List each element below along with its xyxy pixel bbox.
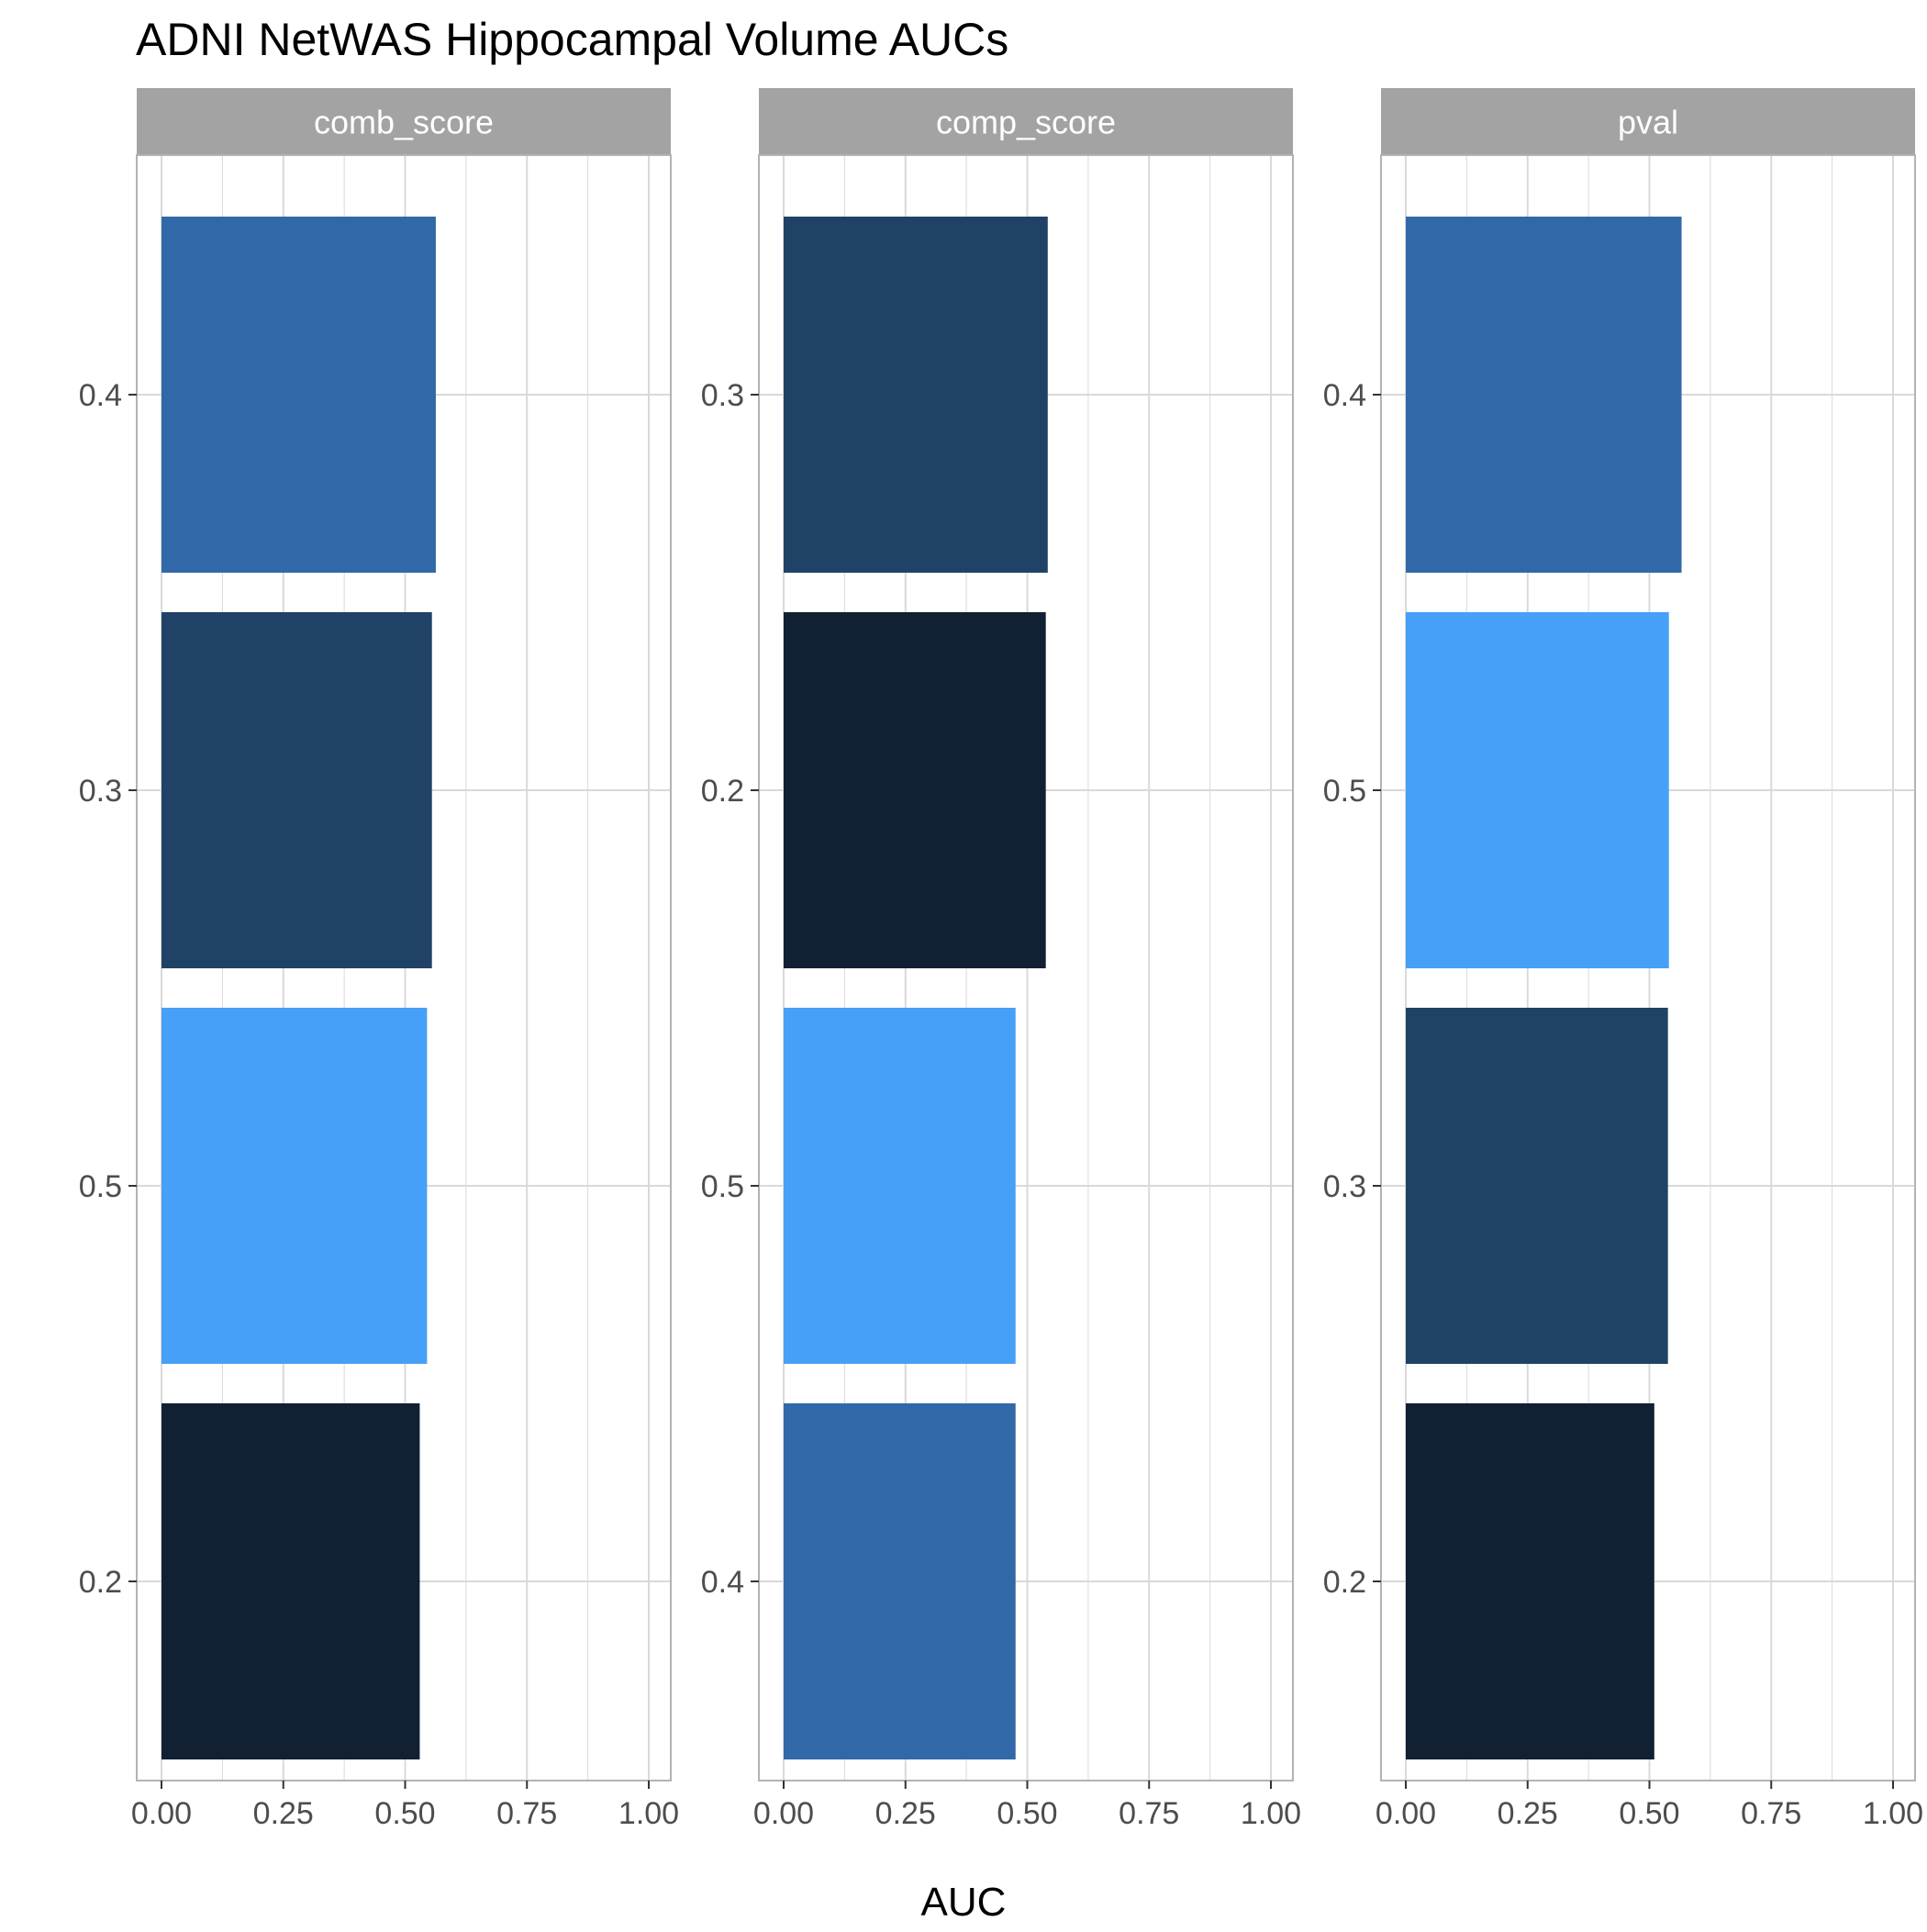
x-tick-label: 0.50 <box>997 1796 1057 1831</box>
y-tick-label: 0.3 <box>79 774 122 809</box>
bar <box>784 217 1048 573</box>
bar <box>162 1403 420 1759</box>
panel-border <box>1380 154 1916 1781</box>
y-tick-label: 0.2 <box>701 774 744 809</box>
x-tick-label: 0.00 <box>131 1796 192 1831</box>
y-tick-label: 0.5 <box>701 1169 744 1204</box>
bar <box>784 612 1046 968</box>
facet-label: comp_score <box>936 104 1116 141</box>
x-tick-label: 0.00 <box>1376 1796 1436 1831</box>
x-tick-label: 1.00 <box>1863 1796 1923 1831</box>
x-tick-label: 0.75 <box>1741 1796 1801 1831</box>
x-tick-label: 1.00 <box>1241 1796 1301 1831</box>
facet-label: comb_score <box>314 104 494 141</box>
x-axis-title: AUC <box>920 1880 1007 1925</box>
x-tick-label: 0.75 <box>496 1796 557 1831</box>
x-tick-label: 0.50 <box>374 1796 435 1831</box>
x-tick-label: 0.00 <box>753 1796 814 1831</box>
y-tick-label: 0.3 <box>1323 1169 1366 1204</box>
bar <box>1406 217 1682 573</box>
facet-label: pval <box>1618 104 1678 141</box>
x-tick-label: 0.50 <box>1619 1796 1679 1831</box>
facet-strip <box>1381 88 1915 155</box>
facet-strip <box>137 88 671 155</box>
y-tick-label: 0.3 <box>701 378 744 413</box>
y-tick-label: 0.4 <box>1323 378 1366 413</box>
x-tick-label: 0.25 <box>875 1796 936 1831</box>
y-tick-label: 0.5 <box>1323 774 1366 809</box>
bar <box>1406 612 1669 968</box>
bar <box>162 217 436 573</box>
bar <box>1406 1008 1668 1364</box>
y-tick-label: 0.2 <box>79 1565 122 1600</box>
bar <box>162 1008 428 1364</box>
x-tick-label: 0.25 <box>253 1796 314 1831</box>
facet-strip <box>759 88 1293 155</box>
chart-title: ADNI NetWAS Hippocampal Volume AUCs <box>136 14 1009 65</box>
x-tick-label: 0.25 <box>1498 1796 1558 1831</box>
panel-border <box>136 154 672 1781</box>
bar <box>784 1403 1016 1759</box>
y-tick-label: 0.2 <box>1323 1565 1366 1600</box>
x-tick-label: 0.75 <box>1119 1796 1179 1831</box>
bar <box>784 1008 1016 1364</box>
y-tick-label: 0.5 <box>79 1169 122 1204</box>
bar <box>162 612 432 968</box>
x-tick-label: 1.00 <box>618 1796 679 1831</box>
bar <box>1406 1403 1654 1759</box>
y-tick-label: 0.4 <box>79 378 122 413</box>
y-tick-label: 0.4 <box>701 1565 744 1600</box>
panel-border <box>758 154 1294 1781</box>
